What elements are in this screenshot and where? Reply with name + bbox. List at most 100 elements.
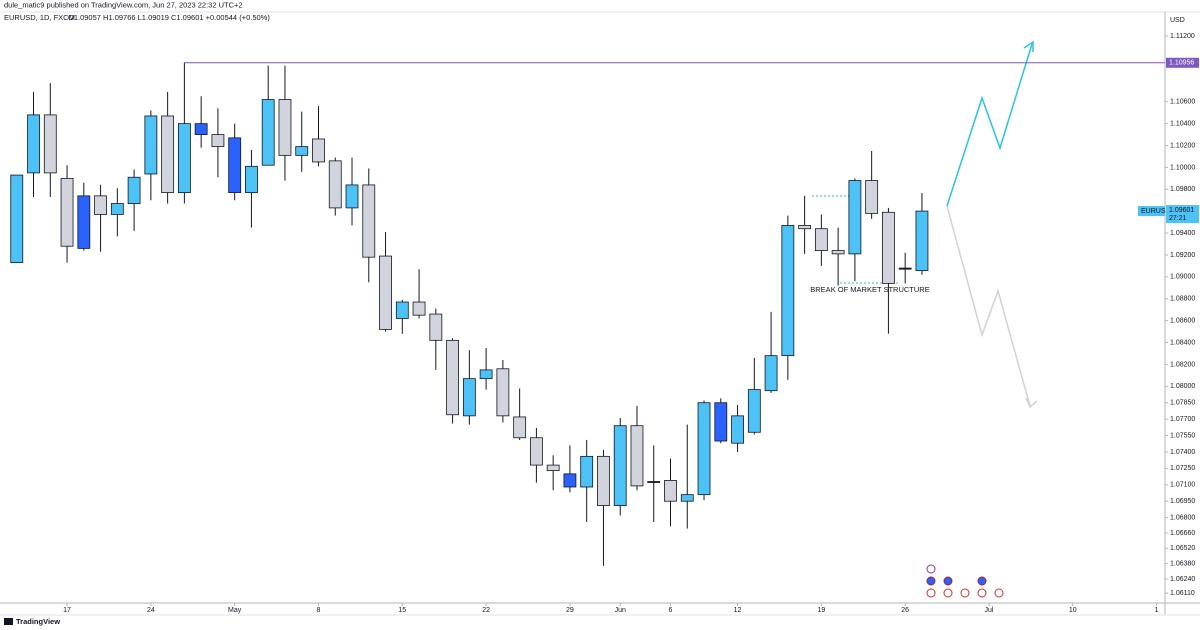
candle-body <box>664 480 677 502</box>
y-tick-label: 1.08800 <box>1170 296 1195 303</box>
x-tick-label: 17 <box>63 607 71 614</box>
y-tick-label: 1.06240 <box>1170 576 1195 583</box>
candle-body <box>161 115 175 193</box>
event-icon <box>943 576 953 586</box>
y-tick-label: 1.06950 <box>1170 498 1195 505</box>
x-tick-label: 8 <box>317 607 321 614</box>
candle-body <box>546 464 560 471</box>
candle-body <box>395 301 409 319</box>
y-tick-label: 1.06520 <box>1170 545 1195 552</box>
arrowhead <box>1023 40 1034 52</box>
candle-body <box>211 134 225 148</box>
candle-body <box>362 184 376 258</box>
event-icon <box>977 588 987 598</box>
candle-body <box>513 416 527 439</box>
candle-body <box>915 210 929 272</box>
countdown: 27:21 <box>1169 215 1187 222</box>
symbol-title: EURUSD, 1D, FXCM <box>4 13 75 22</box>
publisher: dule_matic9 published on TradingView.com… <box>4 0 243 9</box>
brand: TradingView <box>16 617 60 626</box>
candle-body <box>295 146 309 156</box>
event-icon <box>926 588 936 598</box>
y-tick-label: 1.07400 <box>1170 449 1195 456</box>
event-icon <box>926 564 936 574</box>
candle-body <box>680 494 694 502</box>
candle-body <box>747 389 761 433</box>
candle-body <box>278 99 292 156</box>
annotation: BREAK OF MARKET STRUCTURE <box>810 285 929 294</box>
event-icon <box>960 588 970 598</box>
y-tick-label: 1.09400 <box>1170 230 1195 237</box>
y-tick-label: 1.07850 <box>1170 400 1195 407</box>
candle-body <box>764 355 778 392</box>
x-tick-label: 29 <box>566 607 574 614</box>
x-tick-label: 15 <box>398 607 406 614</box>
candle-body <box>228 137 242 193</box>
candle-body <box>798 225 812 230</box>
candle-body <box>630 425 644 487</box>
y-tick-label: 1.10600 <box>1170 99 1195 106</box>
candle-body <box>429 313 443 341</box>
candle-body <box>10 174 24 264</box>
x-tick-label: 6 <box>669 607 673 614</box>
y-tick-label: 1.06660 <box>1170 530 1195 537</box>
candles <box>10 62 929 566</box>
candle-body <box>144 115 158 175</box>
y-tick-label: 1.10200 <box>1170 142 1195 149</box>
symbol-box <box>1138 206 1165 217</box>
candle-body <box>446 339 459 416</box>
y-tick-label: 1.09800 <box>1170 186 1195 193</box>
candle-body <box>898 267 912 270</box>
y-tick-label: 1.06380 <box>1170 560 1195 567</box>
candle-body <box>462 378 476 417</box>
x-tick-label: 10 <box>1069 607 1077 614</box>
last-price-box <box>1166 205 1199 224</box>
candle-body <box>77 195 91 249</box>
candle-body <box>345 184 359 209</box>
x-tick-label: 12 <box>734 607 742 614</box>
x-tick-label: 19 <box>817 607 825 614</box>
candle-body <box>127 176 141 204</box>
candle-body <box>177 123 191 193</box>
last-symbol: EURUSD <box>1141 208 1171 215</box>
y-tick-label: 1.06800 <box>1170 514 1195 521</box>
candle-body <box>479 369 493 380</box>
candle-body <box>848 180 862 255</box>
currency: USD <box>1170 17 1185 24</box>
level-label: 1.10956 <box>1169 60 1194 67</box>
y-tick-label: 1.07550 <box>1170 432 1195 439</box>
bullish-projection <box>946 43 1033 207</box>
x-tick-label: 26 <box>901 607 909 614</box>
y-tick-label: 1.09200 <box>1170 252 1195 259</box>
y-tick-label: 1.08000 <box>1170 383 1195 390</box>
x-tick-label: Jun <box>615 607 626 614</box>
candle-body <box>814 228 828 251</box>
ohlc-legend: O1.09057 H1.09766 L1.09019 C1.09601 +0.0… <box>68 13 270 22</box>
candle-body <box>60 177 74 247</box>
event-icon <box>977 576 987 586</box>
candle-body <box>312 138 325 163</box>
y-tick-label: 1.07250 <box>1170 465 1195 472</box>
x-tick-label: 1 <box>1155 607 1159 614</box>
candle-body <box>781 225 795 357</box>
candle-body <box>697 402 711 496</box>
candle-body <box>597 455 610 506</box>
y-tick-label: 1.10400 <box>1170 120 1195 127</box>
event-icons <box>926 564 1004 598</box>
candle-body <box>412 301 426 316</box>
event-icon <box>994 588 1004 598</box>
candle-body <box>27 114 40 174</box>
event-icon <box>926 576 936 586</box>
x-tick-label: Jul <box>985 607 994 614</box>
arrowhead <box>1025 397 1038 409</box>
y-tick-label: 1.11200 <box>1170 33 1195 40</box>
bearish-projection <box>946 205 1031 407</box>
x-tick-label: 24 <box>147 607 155 614</box>
candle-body <box>110 203 124 215</box>
x-tick-label: May <box>228 607 242 614</box>
candle-body <box>328 160 342 209</box>
candle-body <box>43 114 57 174</box>
